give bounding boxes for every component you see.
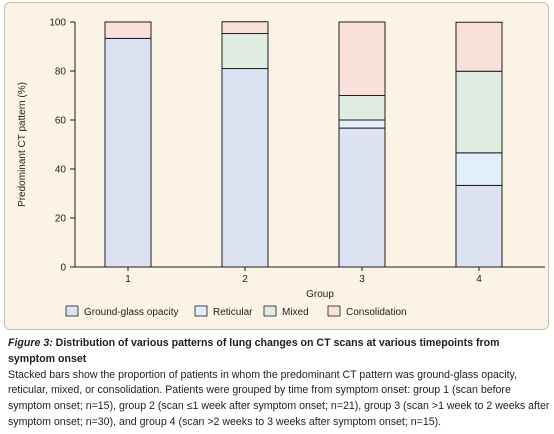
figure-title-continued: symptom onset — [8, 352, 87, 365]
legend-label: Reticular — [213, 307, 253, 318]
y-tick-label: 60 — [55, 116, 67, 127]
caption-title-line-1: Figure 3: Distribution of various patter… — [8, 336, 550, 352]
y-axis-title: Predominant CT pattern (%) — [17, 82, 28, 207]
x-tick-label: 3 — [359, 274, 365, 285]
y-tick-label: 0 — [60, 263, 66, 274]
bar-segment-ground-glass-opacity — [221, 68, 269, 268]
legend-swatch — [327, 305, 341, 317]
bar-segment-reticular — [455, 152, 503, 186]
legend-swatch — [194, 305, 208, 317]
x-tick-label: 4 — [476, 274, 482, 285]
y-tick-label: 40 — [55, 165, 67, 176]
bar-segment-consolidation — [104, 21, 152, 39]
y-tick-label: 100 — [49, 18, 66, 29]
y-tick-label: 80 — [55, 67, 67, 78]
stacked-bar-chart: 0 20 40 60 80 100 Predominant CT pattern (%) 1 2… — [17, 18, 545, 318]
x-axis-title: Group — [306, 289, 334, 300]
figure-label: Figure 3: — [8, 337, 53, 349]
caption-body-line: symptom onset; n=15), group 2 (scan ≤1 w… — [8, 400, 550, 413]
figure-title: Distribution of various patterns of lung… — [52, 337, 500, 349]
y-tick-label: 20 — [55, 214, 67, 225]
bar-segment-mixed — [338, 95, 386, 121]
caption-body-line: reticular, mixed, or consolidation. Pati… — [8, 384, 511, 397]
legend-label: Ground-glass opacity — [84, 307, 179, 318]
bar-segment-mixed — [221, 33, 269, 70]
x-tick-label: 2 — [242, 274, 248, 285]
bar-segment-consolidation — [221, 21, 269, 35]
bar-segment-ground-glass-opacity — [455, 184, 503, 268]
bar-segment-ground-glass-opacity — [104, 37, 152, 268]
bar-segment-consolidation — [338, 21, 386, 96]
x-tick-label: 1 — [125, 274, 131, 285]
bar-segment-reticular — [338, 119, 386, 129]
figure-caption: Figure 3: Distribution of various patter… — [8, 336, 550, 431]
legend-swatch — [65, 305, 79, 317]
bar-segment-mixed — [455, 70, 503, 154]
caption-body-line: Stacked bars show the proportion of pati… — [8, 368, 517, 381]
caption-body-line: symptom onset; n=30), and group 4 (scan … — [8, 415, 442, 428]
legend-label: Consolidation — [346, 307, 407, 318]
bar-segment-consolidation — [455, 21, 503, 72]
legend-swatch — [263, 305, 277, 317]
bar-segment-ground-glass-opacity — [338, 127, 386, 268]
legend-label: Mixed — [282, 307, 309, 318]
